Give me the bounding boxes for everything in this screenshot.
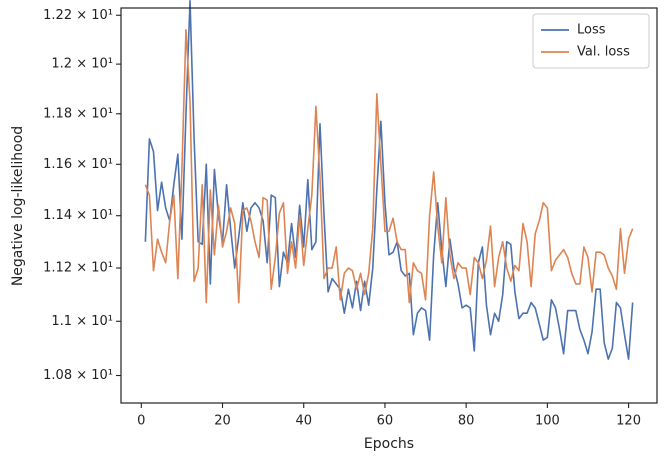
y-tick-label: 1.22 × 10¹ [43, 8, 113, 23]
series-line [144, 0, 634, 360]
legend-box [532, 13, 650, 69]
x-tick-label: 120 [616, 414, 641, 429]
x-tick-label: 80 [458, 414, 475, 429]
y-tick-label: 1.18 × 10¹ [43, 106, 113, 121]
x-tick-label: 0 [137, 414, 145, 429]
y-tick-label: 1.12 × 10¹ [43, 261, 113, 276]
y-tick-label: 1.2 × 10¹ [51, 57, 113, 72]
y-tick-label: 1.1 × 10¹ [51, 314, 113, 329]
y-tick-label: 1.08 × 10¹ [43, 368, 113, 383]
x-tick-label: 60 [377, 414, 394, 429]
y-tick-label: 1.14 × 10¹ [43, 208, 113, 223]
series-line [144, 29, 634, 304]
plot-frame [120, 7, 658, 404]
y-tick-label: 1.16 × 10¹ [43, 157, 113, 172]
x-tick-label: 100 [535, 414, 560, 429]
legend-label: Loss [577, 23, 606, 38]
x-tick-label: 20 [214, 414, 231, 429]
x-tick-label: 40 [295, 414, 312, 429]
legend: Loss Val. loss [532, 13, 650, 69]
legend-label: Val. loss [577, 45, 630, 60]
y-axis-label: Negative log-likelihood [10, 126, 26, 286]
x-axis-label: Epochs [364, 436, 414, 452]
